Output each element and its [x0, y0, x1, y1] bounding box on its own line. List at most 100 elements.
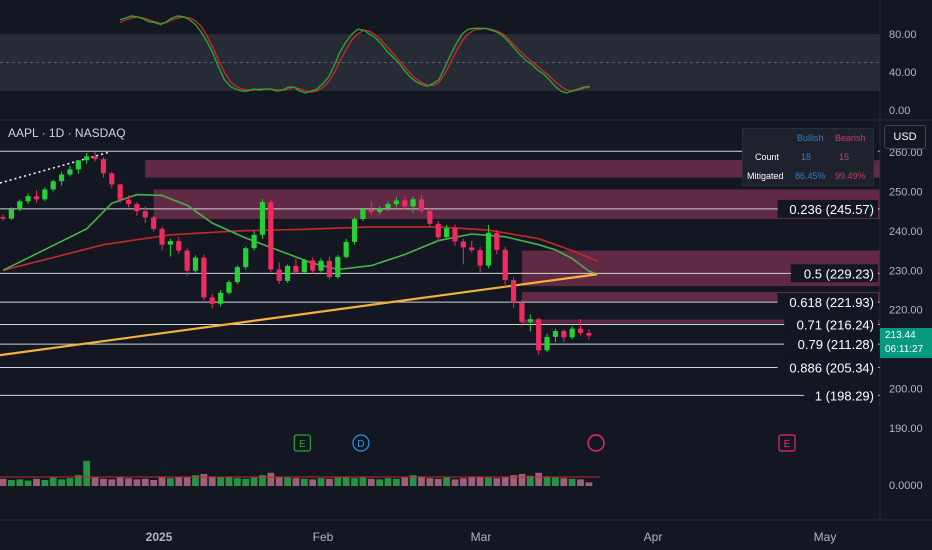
- fib-level-label: 0.236 (245.57): [789, 202, 874, 217]
- time-tick-label: Mar: [471, 530, 492, 544]
- volume-bar: [543, 476, 551, 486]
- candle-body: [485, 232, 492, 266]
- event-marker: [352, 434, 370, 452]
- volume-bar: [585, 482, 593, 486]
- candle-body: [84, 156, 90, 161]
- price-tick-label: 230.00: [889, 265, 923, 277]
- candle-body: [310, 260, 316, 271]
- volume-bar: [192, 475, 199, 486]
- volume-bar: [468, 476, 476, 486]
- candle: [510, 277, 517, 308]
- volume-bar: [552, 477, 559, 486]
- osc-tick-label: 80.00: [889, 29, 917, 41]
- fib-label-bg: [790, 264, 878, 283]
- volume-bar: [183, 477, 191, 486]
- volume-bar: [217, 477, 225, 486]
- volume-bar: [284, 477, 291, 486]
- candle-body: [75, 160, 81, 170]
- volume-bar: [334, 477, 342, 486]
- order-block-zone: [521, 319, 880, 324]
- candle: [427, 207, 433, 228]
- candle-body: [410, 199, 416, 207]
- candle: [335, 254, 341, 279]
- candle-body: [117, 184, 123, 200]
- candle-body: [452, 228, 458, 242]
- trend-line: [0, 273, 598, 357]
- candle-body: [17, 201, 23, 210]
- candle: [410, 196, 416, 214]
- candle-body: [343, 241, 349, 257]
- candle: [125, 195, 132, 208]
- candle: [544, 333, 550, 353]
- volume-bar: [158, 476, 166, 486]
- candle: [368, 201, 374, 216]
- volume-bar: [0, 478, 7, 486]
- symbol-title: AAPL · 1D · NASDAQ: [8, 126, 126, 140]
- candle-body: [209, 297, 215, 304]
- candle: [418, 195, 425, 214]
- candle-body: [109, 173, 115, 185]
- candle: [310, 257, 316, 274]
- candle-body: [134, 204, 140, 212]
- candle-body: [159, 228, 165, 245]
- candle: [561, 329, 567, 343]
- candle-body: [351, 219, 358, 242]
- candle-body: [360, 209, 366, 220]
- candle: [343, 238, 349, 259]
- candle: [0, 214, 6, 221]
- candle: [234, 265, 240, 285]
- candle-body: [301, 260, 307, 273]
- candle-body: [0, 217, 6, 219]
- volume-bar: [150, 480, 158, 486]
- candle: [42, 187, 48, 202]
- candle-body: [226, 282, 232, 293]
- candle-body: [544, 336, 550, 351]
- bearish-value: 99.49%: [835, 171, 866, 181]
- volume-bar: [125, 478, 132, 486]
- candle: [17, 199, 23, 212]
- volume-bar: [200, 474, 208, 486]
- volume-bar: [141, 478, 149, 486]
- candle: [444, 224, 450, 240]
- volume-bar: [451, 479, 459, 486]
- candle-body: [477, 250, 483, 266]
- candle-body: [176, 241, 182, 251]
- candle: [8, 207, 14, 220]
- volume-bar: [568, 478, 576, 486]
- volume-bar: [418, 476, 425, 486]
- price-tick-label: 240.00: [889, 226, 923, 238]
- order-block-zone: [145, 159, 881, 178]
- candle: [84, 152, 90, 164]
- row-label: Mitigated: [747, 171, 784, 181]
- candle-body: [577, 328, 584, 333]
- time-tick-label: Feb: [313, 530, 334, 544]
- fib-level-label: 0.71 (216.24): [797, 318, 874, 333]
- volume-bar: [577, 479, 584, 486]
- bullish-value: 86.45%: [795, 171, 826, 181]
- currency-button[interactable]: USD: [884, 125, 926, 149]
- candle: [67, 165, 73, 177]
- long-moving-average: [2, 226, 598, 272]
- candle-body: [510, 280, 517, 304]
- fib-label-bg: [777, 199, 878, 218]
- volume-bar: [434, 478, 442, 486]
- last-price-tag: 213.44 06:11:27: [880, 328, 932, 358]
- candle: [435, 221, 441, 241]
- candle: [184, 248, 190, 277]
- volume-bar: [225, 477, 233, 486]
- candle: [33, 190, 40, 203]
- candle: [92, 152, 98, 162]
- oscillator-d-line: [119, 16, 590, 93]
- volume-bar: [317, 478, 325, 486]
- volume-bar: [242, 478, 250, 486]
- candle-body: [167, 241, 173, 245]
- candle: [243, 246, 249, 270]
- candle: [519, 299, 525, 327]
- volume-bar: [83, 460, 91, 486]
- volume-bar: [58, 479, 65, 486]
- event-marker: [293, 434, 311, 452]
- candle-body: [494, 232, 500, 250]
- volume-bar: [359, 477, 367, 486]
- volume-bar: [208, 476, 216, 486]
